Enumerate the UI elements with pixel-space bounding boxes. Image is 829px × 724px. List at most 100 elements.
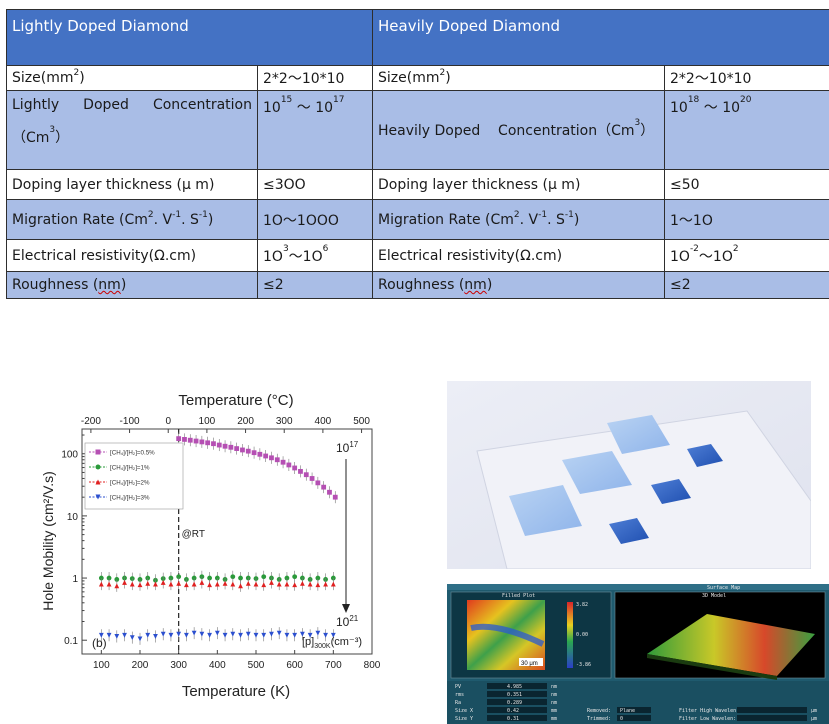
data-point bbox=[307, 581, 313, 587]
stat-unit: nm bbox=[551, 700, 557, 706]
data-point bbox=[330, 581, 336, 587]
top-tick-label: -100 bbox=[120, 416, 140, 427]
stat-label: Removed: bbox=[587, 708, 611, 714]
stat-field bbox=[487, 683, 547, 689]
data-point bbox=[176, 574, 182, 580]
scale-bar-bg bbox=[519, 658, 543, 666]
top-axis-ticks: -200 -100 0 100 200 300 400 500 bbox=[81, 416, 370, 433]
x-tick-label: 600 bbox=[286, 660, 303, 671]
3d-surface-edge bbox=[647, 654, 777, 680]
stat-value: 4.985 bbox=[507, 684, 522, 690]
stat-label: Size Y bbox=[455, 716, 473, 722]
data-point bbox=[298, 468, 303, 474]
data-point bbox=[216, 442, 222, 448]
header-lightly-doped: Lightly Doped Diamond bbox=[6, 9, 373, 66]
cell-label: Size(mm2) bbox=[372, 65, 665, 91]
data-point bbox=[245, 581, 251, 586]
stat-field bbox=[737, 707, 807, 713]
data-point bbox=[160, 580, 166, 585]
data-point bbox=[191, 575, 197, 581]
data-point bbox=[327, 489, 332, 495]
data-point bbox=[214, 581, 220, 587]
title-bar bbox=[447, 584, 829, 590]
x-tick-label: 400 bbox=[209, 660, 226, 671]
legend-label: [CH₄]/[H₂]=2% bbox=[110, 480, 150, 487]
data-point bbox=[261, 582, 267, 588]
cell-label: Size(mm2) bbox=[6, 65, 258, 91]
data-point bbox=[222, 632, 228, 638]
y-tick-label: 0.1 bbox=[64, 636, 78, 647]
data-point bbox=[292, 582, 298, 588]
data-point bbox=[184, 582, 189, 588]
cell-value: 1O～1OOO bbox=[257, 199, 373, 240]
stat-unit: nm bbox=[551, 684, 557, 690]
chart-title: Temperature (°C) bbox=[178, 392, 293, 409]
legend-label: [CH₄]/[H₂]=0.5% bbox=[110, 450, 155, 457]
stat-unit: mm bbox=[551, 708, 557, 714]
arrow-head bbox=[342, 604, 350, 613]
stat-unit: nm bbox=[551, 692, 557, 698]
data-point bbox=[114, 577, 120, 582]
data-point bbox=[332, 494, 338, 500]
data-point bbox=[176, 631, 182, 637]
stat-label: Trimmed: bbox=[587, 716, 611, 722]
data-point bbox=[323, 632, 328, 638]
data-point bbox=[276, 581, 282, 587]
data-point bbox=[95, 479, 101, 485]
data-point bbox=[184, 632, 189, 638]
data-point bbox=[240, 447, 245, 453]
data-point bbox=[300, 581, 305, 586]
data-point bbox=[315, 582, 321, 588]
data-point bbox=[286, 462, 292, 468]
stat-label: PV bbox=[455, 684, 461, 690]
panel-label: (b) bbox=[92, 636, 107, 650]
cell-value: 1～1O bbox=[664, 199, 829, 240]
header-heavily-doped: Heavily Doped Diamond bbox=[372, 9, 829, 66]
left-axis-ticks: 0.1 1 10 100 bbox=[61, 434, 87, 647]
scale-bar-label: 30 μm bbox=[521, 661, 538, 667]
data-series bbox=[176, 432, 338, 504]
data-point bbox=[284, 632, 290, 638]
cell-label: Doping layer thickness (μ m) bbox=[372, 169, 665, 200]
data-point bbox=[106, 632, 112, 638]
spec-table: Lightly Doped Diamond Heavily Doped Diam… bbox=[6, 9, 829, 299]
data-point bbox=[106, 575, 112, 581]
y-tick-label: 100 bbox=[61, 450, 78, 461]
x-tick-label: 800 bbox=[364, 660, 381, 671]
data-point bbox=[199, 439, 205, 445]
data-point bbox=[214, 575, 220, 581]
x-tick-label: 700 bbox=[325, 660, 342, 671]
data-point bbox=[122, 632, 127, 638]
filled-plot-title: Filled Plot bbox=[502, 593, 535, 599]
data-point bbox=[182, 437, 187, 442]
data-point bbox=[269, 455, 274, 461]
data-point bbox=[238, 583, 243, 589]
cell-value: ≤2 bbox=[257, 271, 373, 299]
data-point bbox=[98, 581, 104, 587]
stat-label: rms bbox=[455, 692, 464, 698]
heavy-doped-sample bbox=[687, 444, 723, 467]
cell-value: 1O-2～1O2 bbox=[664, 239, 829, 272]
stat-field bbox=[487, 691, 547, 697]
data-point bbox=[261, 632, 267, 638]
table-row-concentration: Lightly Doped Concentration （Cm3） 1015 ～… bbox=[6, 90, 829, 170]
cell-value: ≤50 bbox=[664, 169, 829, 200]
data-point bbox=[280, 459, 286, 465]
data-point bbox=[330, 575, 336, 581]
cell-value: 1015 ～ 1017 bbox=[257, 90, 373, 170]
top-tick-label: 200 bbox=[237, 416, 254, 427]
stat-label: Filter High Wavelen: bbox=[679, 708, 739, 714]
data-point bbox=[307, 632, 313, 638]
data-point bbox=[199, 580, 205, 585]
data-point bbox=[98, 575, 104, 581]
data-point bbox=[300, 631, 305, 637]
data-point bbox=[253, 581, 259, 587]
stat-field bbox=[487, 699, 547, 705]
x-tick-label: 500 bbox=[248, 660, 265, 671]
light-doped-sample bbox=[607, 415, 670, 454]
filled-plot-trench bbox=[470, 623, 545, 647]
heavy-doped-sample bbox=[609, 518, 649, 544]
stat-field bbox=[487, 707, 547, 713]
data-point bbox=[292, 632, 298, 638]
cell-label: Migration Rate (Cm2. V-1. S-1) bbox=[6, 199, 258, 240]
